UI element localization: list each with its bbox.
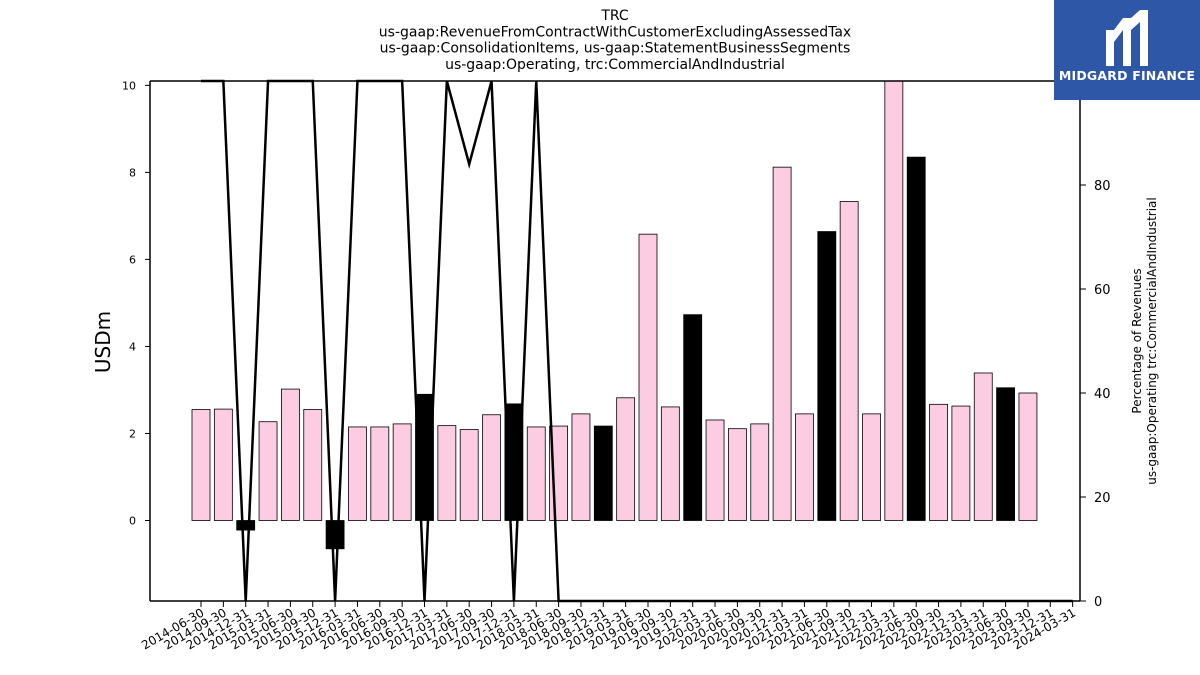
right-tick-label: 40 [1094,387,1111,402]
percentage-line [201,79,1073,603]
bar [795,413,814,521]
bar [683,314,703,521]
bar [213,408,233,521]
axis-labels: USDm Percentage of Revenues us-gaap:Operat… [91,197,1159,484]
bar [236,520,256,531]
chart-title: TRCus-gaap:RevenueFromContractWithCustom… [379,8,851,73]
left-y-axis-ticks: 0 2 4 6 8 10 [122,79,150,527]
bar [616,397,636,521]
bar [258,421,278,521]
left-tick-label: 10 [122,79,136,92]
bar [303,409,323,521]
right-y-axis-ticks: 020406080100 [1080,75,1119,610]
bar [459,429,479,521]
bar [437,425,457,521]
y-axis-label: USDm [91,311,115,373]
percentage-line-series [201,79,1073,603]
bar [280,388,300,521]
left-tick-label: 8 [129,166,136,179]
brand-logo: MIDGARD FINANCE [1054,0,1200,100]
bar [839,201,859,521]
bar [191,409,211,521]
bar [325,520,345,550]
right-tick-label: 60 [1094,283,1111,298]
bar [660,406,680,521]
right-tick-label: 0 [1094,595,1102,610]
left-tick-label: 4 [129,340,136,353]
right-axis-label: Percentage of Revenues [1130,268,1144,413]
bar [929,403,948,521]
bar [571,413,591,521]
title-line: us-gaap:ConsolidationItems, us-gaap:Stat… [380,41,851,57]
bar [996,387,1015,521]
bar [973,372,993,521]
bar [1018,392,1038,521]
bar [370,426,390,521]
right-tick-label: 20 [1094,491,1111,506]
bar [593,425,613,521]
left-tick-label: 2 [129,427,136,440]
title-line: us-gaap:RevenueFromContractWithCustomerE… [379,24,851,40]
left-tick-label: 0 [129,514,136,527]
bar [526,426,546,521]
midgard-m-icon [1106,10,1148,66]
bar [862,413,881,521]
bar [951,405,971,521]
right-axis-label: us-gaap:Operating trc:CommercialAndIndus… [1145,197,1159,484]
bar-series [191,80,1038,550]
bar [772,166,792,521]
axes [149,80,1081,602]
right-tick-label: 80 [1094,179,1111,194]
bar [638,233,658,521]
bar [482,414,501,521]
bar [817,231,837,521]
bar [392,423,412,521]
bar [750,423,770,521]
bar [884,80,904,521]
x-axis-ticks: 2014-06-302014-09-302014-12-312015-03-31… [139,601,1078,652]
title-line: us-gaap:Operating, trc:CommercialAndIndu… [445,57,785,73]
bar [705,419,725,521]
bar [906,156,926,521]
title-line: TRC [600,8,629,24]
brand-name: MIDGARD FINANCE [1058,68,1196,83]
left-tick-label: 6 [129,253,136,266]
bar [348,426,367,521]
bar [728,428,747,521]
